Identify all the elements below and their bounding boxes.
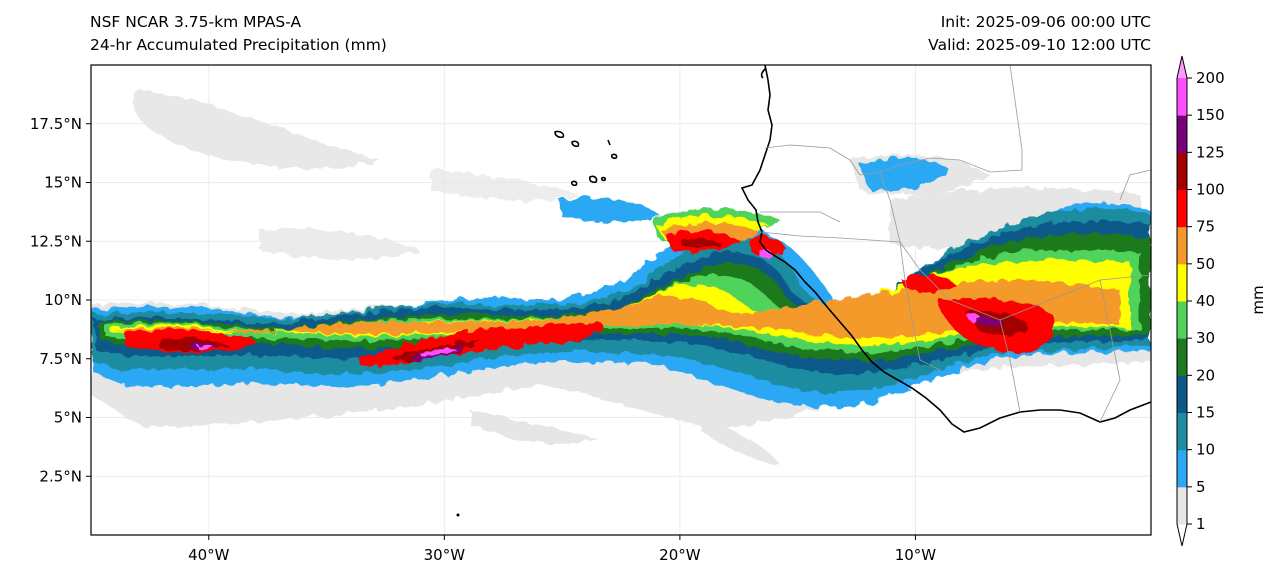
lat-tick-label: 5°N: [54, 409, 82, 427]
init-time: Init: 2025-09-06 00:00 UTC: [940, 13, 1151, 31]
colorbar-tick-label: 75: [1196, 218, 1215, 236]
precip-150-200mm: [198, 249, 982, 357]
colorbar-bin: [1177, 375, 1187, 413]
colorbar-extend-max: [1177, 56, 1187, 78]
coastline-north: [760, 67, 767, 79]
colorbar-bin: [1177, 263, 1187, 302]
cape-verde-islands: [554, 130, 618, 187]
precipitation-field: [91, 65, 1151, 517]
lon-tick-label: 30°W: [424, 546, 466, 564]
colorbar-bin: [1177, 449, 1187, 488]
lat-tick-label: 2.5°N: [39, 467, 82, 485]
colorbar-bin: [1177, 486, 1187, 525]
lon-tick-label: 10°W: [895, 546, 937, 564]
colorbar-tick-label: 200: [1196, 69, 1225, 87]
lat-tick-label: 10°N: [44, 291, 82, 309]
lat-tick-label: 15°N: [44, 174, 82, 192]
colorbar-tick-label: 15: [1196, 404, 1215, 422]
colorbar-bin: [1177, 412, 1187, 451]
colorbar-tick-label: 100: [1196, 181, 1225, 199]
lon-tick-label: 40°W: [188, 546, 230, 564]
colorbar-bin: [1177, 226, 1187, 265]
lon-tick-label: 20°W: [659, 546, 701, 564]
colorbar-bin: [1177, 152, 1187, 190]
longitude-axis: 40°W 30°W 20°W 10°W: [188, 535, 936, 564]
colorbar-tick-label: 1: [1196, 515, 1206, 533]
colorbar-extend-min: [1177, 524, 1187, 546]
field-title: 24-hr Accumulated Precipitation (mm): [90, 36, 387, 54]
colorbar-tick-label: 50: [1196, 255, 1215, 273]
colorbar-tick-label: 5: [1196, 478, 1206, 496]
colorbar-bin: [1177, 189, 1187, 228]
colorbar-tick-label: 30: [1196, 329, 1215, 347]
colorbar-bin: [1177, 115, 1187, 153]
colorbar-bin: [1177, 301, 1187, 339]
map-panel: [90, 64, 1152, 536]
colorbar-bin: [1177, 338, 1187, 376]
colorbar-units-label: mm: [1249, 285, 1267, 314]
colorbar-tick-label: 125: [1196, 143, 1225, 161]
colorbar-tick-label: 150: [1196, 106, 1225, 124]
lat-tick-label: 17.5°N: [30, 115, 82, 133]
lat-tick-label: 12.5°N: [30, 232, 82, 250]
model-title: NSF NCAR 3.75-km MPAS-A: [90, 13, 302, 31]
colorbar-bin: [1177, 78, 1187, 116]
valid-time: Valid: 2025-09-10 12:00 UTC: [928, 36, 1151, 54]
lat-tick-label: 7.5°N: [39, 350, 82, 368]
country-borders: [759, 65, 1151, 423]
colorbar-tick-label: 10: [1196, 441, 1215, 459]
colorbar-tick-label: 20: [1196, 366, 1215, 384]
latitude-axis: 2.5°N 5°N 7.5°N 10°N 12.5°N 15°N 17.5°N: [30, 115, 91, 485]
colorbar-tick-label: 40: [1196, 292, 1215, 310]
island-dot: [456, 513, 460, 517]
